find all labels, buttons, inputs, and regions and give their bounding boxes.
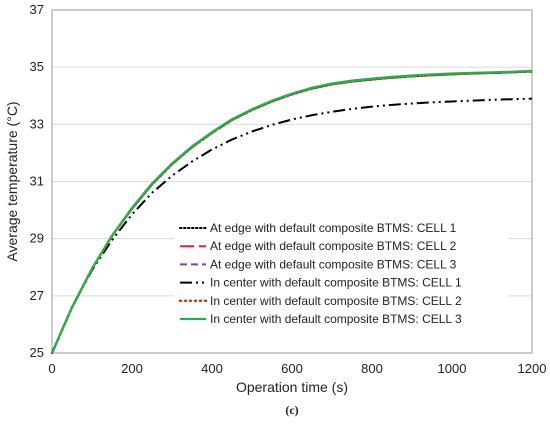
x-tick-label: 1000	[438, 361, 467, 376]
y-tick-label: 31	[30, 174, 44, 189]
x-tick-label: 400	[201, 361, 223, 376]
x-tick-label: 1200	[518, 361, 547, 376]
legend-label-5: In center with default composite BTMS: C…	[210, 294, 462, 308]
legend-label-4: In center with default composite BTMS: C…	[210, 276, 462, 290]
y-tick-label: 27	[30, 288, 44, 303]
y-tick-label: 25	[30, 345, 44, 360]
y-tick-label: 37	[30, 2, 44, 17]
y-tick-label: 35	[30, 59, 44, 74]
y-tick-label: 29	[30, 231, 44, 246]
x-tick-label: 200	[121, 361, 143, 376]
legend-label-6: In center with default composite BTMS: C…	[210, 312, 462, 326]
x-tick-label: 800	[361, 361, 383, 376]
legend-label-2: At edge with default composite BTMS: CEL…	[210, 239, 457, 253]
y-tick-label: 33	[30, 116, 44, 131]
series-line-6	[50, 69, 533, 354]
plot-area-border	[51, 9, 533, 354]
series-lines	[50, 69, 534, 355]
y-tick-labels: 25 27 29 31 33 35 37	[30, 2, 44, 360]
legend-background	[174, 218, 508, 332]
x-tick-label: 600	[281, 361, 303, 376]
figure-caption: (c)	[285, 403, 298, 417]
x-tick-label: 0	[48, 361, 55, 376]
y-axis-label: Average temperature (°C)	[4, 101, 20, 261]
legend: At edge with default composite BTMS: CEL…	[178, 221, 462, 326]
x-axis-label: Operation time (s)	[236, 379, 348, 395]
legend-label-1: At edge with default composite BTMS: CEL…	[210, 221, 457, 235]
series-line-4	[51, 97, 533, 354]
x-tick-labels: 0 200 400 600 800 1000 1200	[48, 361, 546, 376]
legend-label-3: At edge with default composite BTMS: CEL…	[210, 257, 457, 271]
